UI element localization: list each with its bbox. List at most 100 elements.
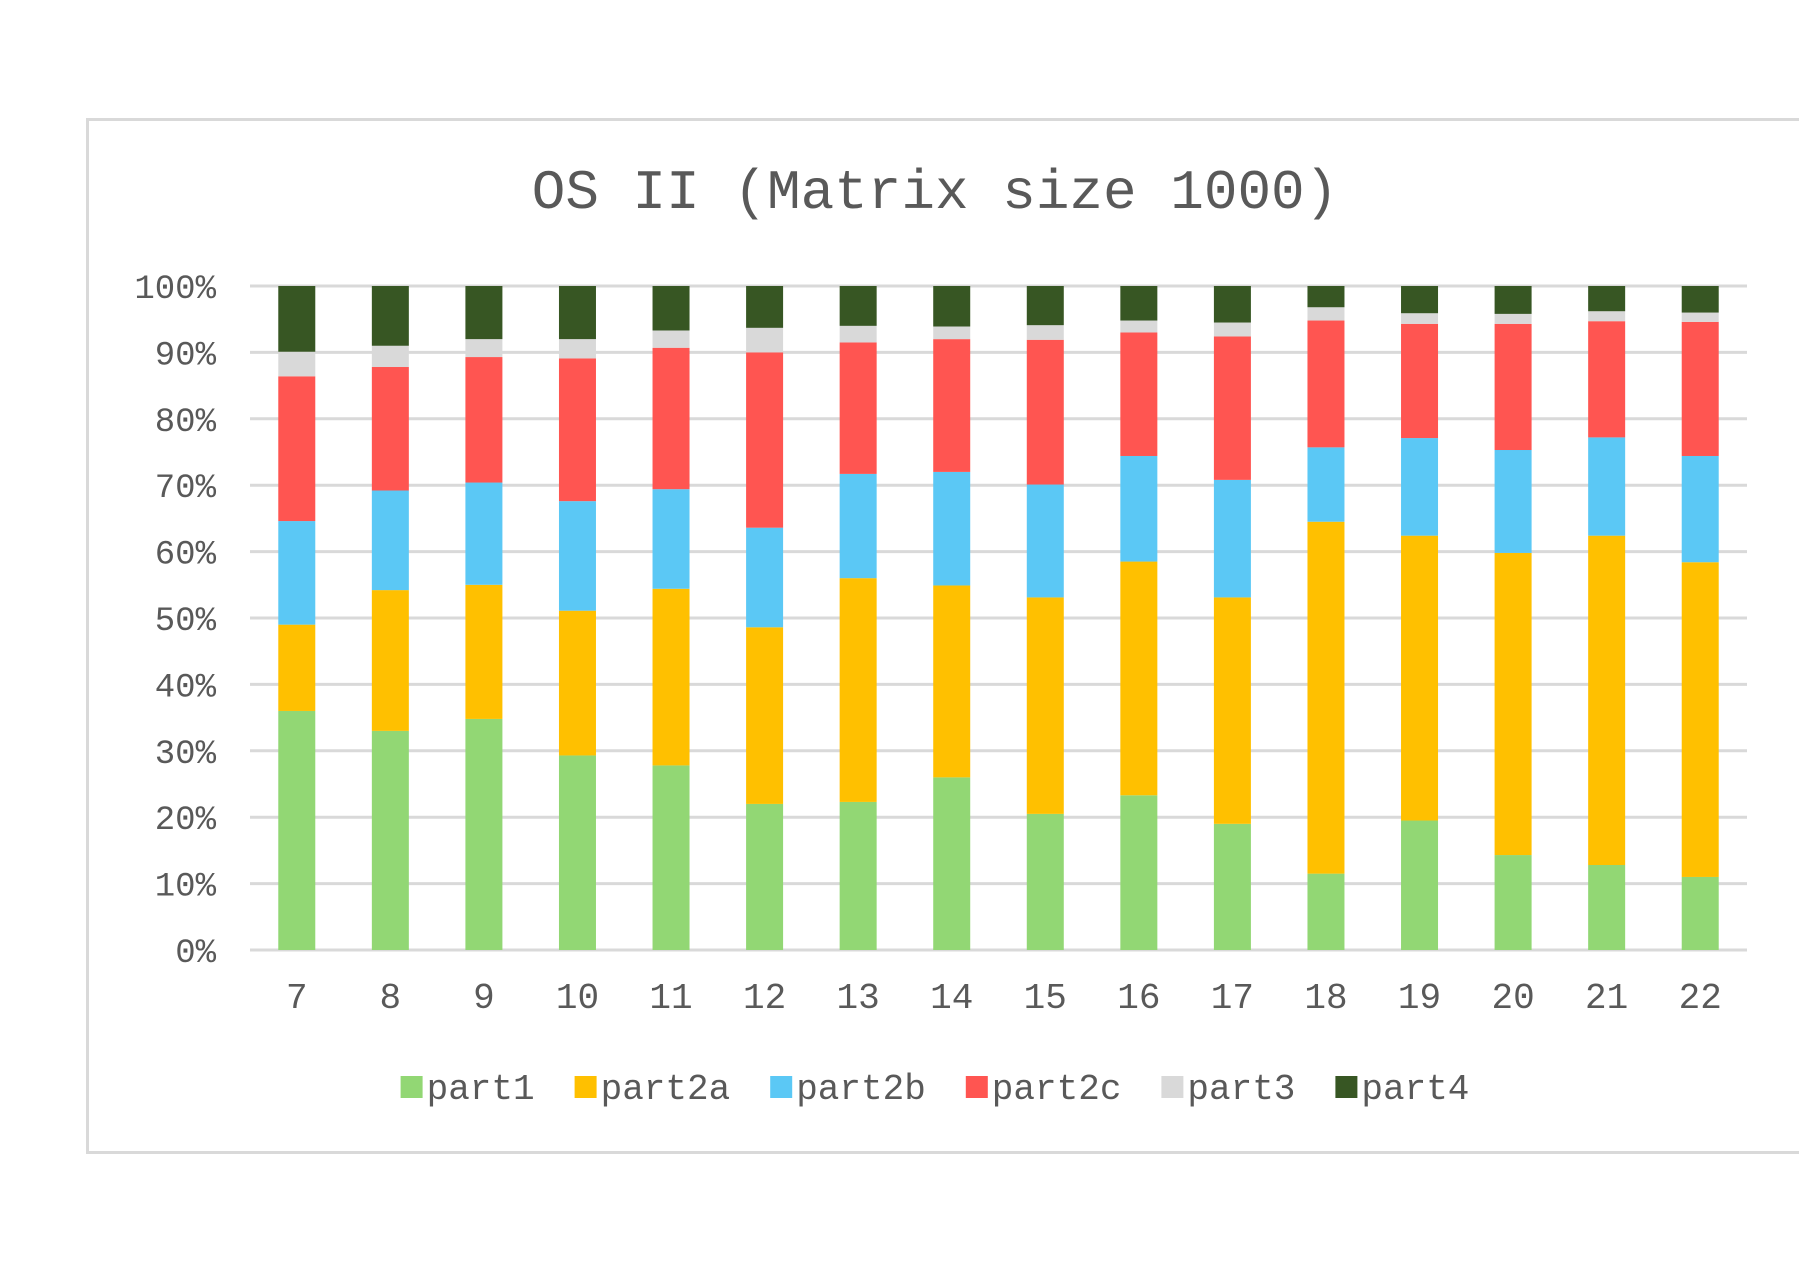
bar-segment-part2b	[1213, 479, 1251, 598]
bar-segment-part3	[1588, 311, 1626, 322]
bar-segment-part1	[1213, 823, 1251, 950]
bars	[278, 286, 1719, 950]
x-tick-label: 7	[286, 978, 308, 1019]
y-tick-label: 80%	[155, 404, 217, 442]
y-tick-label: 100%	[134, 271, 216, 309]
y-tick-label: 30%	[155, 736, 217, 774]
legend-swatch-part1	[400, 1076, 423, 1098]
bar-segment-part2a	[933, 585, 971, 778]
bar-segment-part2b	[839, 473, 877, 579]
y-axis-ticks: 0% 10% 20% 30% 40% 50% 60% 70% 80% 90% 100%	[134, 271, 216, 973]
bar-segment-part4	[1120, 286, 1158, 321]
y-tick-label: 0%	[175, 935, 216, 973]
y-tick-label: 60%	[155, 537, 217, 575]
bar-segment-part4	[1494, 286, 1532, 314]
bar-segment-part4	[1307, 286, 1345, 308]
bar-segment-part1	[1494, 855, 1532, 950]
bar-segment-part2c	[933, 339, 971, 472]
bar-segment-part4	[1401, 286, 1439, 314]
bar-segment-part2b	[1120, 455, 1158, 562]
x-axis-ticks: 7 8 9 10 11 12 13 14 15 16 17 18 19 20 21 22	[286, 978, 1722, 1019]
x-tick-label: 17	[1211, 978, 1254, 1019]
x-tick-label: 14	[930, 978, 973, 1019]
bar-segment-part2c	[1307, 320, 1345, 448]
bar-segment-part2c	[1681, 321, 1719, 456]
bar-segment-part2a	[558, 610, 596, 756]
bar-segment-part2b	[1681, 455, 1719, 563]
bar-segment-part1	[558, 755, 596, 950]
bar-segment-part2c	[746, 352, 784, 528]
bar-segment-part2c	[278, 376, 316, 522]
legend-swatch-part2a	[574, 1076, 597, 1098]
bar-segment-part2c	[558, 358, 596, 502]
x-tick-label: 8	[380, 978, 402, 1019]
bar-segment-part3	[933, 326, 971, 340]
bar-segment-part2c	[1026, 339, 1064, 485]
x-tick-label: 18	[1304, 978, 1347, 1019]
bar-segment-part3	[1494, 313, 1532, 324]
legend-swatch-part4	[1335, 1076, 1358, 1098]
bar-segment-part2a	[1026, 597, 1064, 814]
bar-segment-part3	[1401, 313, 1439, 324]
bar-segment-part2b	[1307, 447, 1345, 522]
bar-segment-part3	[465, 339, 503, 358]
bar-segment-part1	[746, 803, 784, 950]
bar-segment-part3	[278, 351, 316, 377]
bar-segment-part2c	[1120, 332, 1158, 456]
bar-segment-part4	[558, 286, 596, 340]
bar-segment-part3	[1307, 307, 1345, 321]
bar-segment-part4	[839, 286, 877, 326]
bar-segment-part3	[1120, 320, 1158, 333]
x-tick-label: 20	[1491, 978, 1534, 1019]
bar-segment-part2a	[1307, 521, 1345, 874]
x-tick-label: 19	[1398, 978, 1441, 1019]
x-tick-label: 15	[1024, 978, 1067, 1019]
legend-label-part1: part1	[427, 1069, 535, 1110]
bar-segment-part2b	[278, 521, 316, 625]
bar-segment-part3	[1026, 325, 1064, 340]
bar-segment-part2a	[278, 624, 316, 711]
bar-segment-part2a	[465, 584, 503, 719]
bar-segment-part4	[652, 286, 690, 331]
bar-segment-part1	[371, 730, 409, 950]
bar-segment-part2b	[371, 490, 409, 591]
bar-segment-part1	[278, 710, 316, 950]
bar-segment-part2c	[1588, 321, 1626, 438]
bar-segment-part3	[1681, 312, 1719, 322]
bar-segment-part2a	[746, 627, 784, 804]
bar-segment-part2c	[371, 367, 409, 491]
bar-segment-part2a	[1494, 552, 1532, 856]
bar-segment-part2b	[1494, 450, 1532, 553]
bar-segment-part1	[1681, 876, 1719, 950]
bar-segment-part2a	[1588, 535, 1626, 866]
legend-label-part2b: part2b	[796, 1069, 926, 1110]
bar-segment-part4	[746, 286, 784, 328]
bar-segment-part1	[1401, 820, 1439, 950]
bar-segment-part4	[1681, 286, 1719, 313]
bar-segment-part2c	[1213, 336, 1251, 480]
bar-segment-part2c	[1494, 323, 1532, 451]
bar-segment-part1	[465, 718, 503, 950]
bar-segment-part2a	[652, 588, 690, 766]
y-tick-label: 50%	[155, 603, 217, 641]
bar-segment-part2b	[933, 471, 971, 586]
bar-segment-part2c	[1401, 323, 1439, 439]
bar-segment-part3	[839, 325, 877, 343]
bar-segment-part4	[1588, 286, 1626, 312]
bar-segment-part3	[558, 339, 596, 359]
bar-segment-part1	[1026, 813, 1064, 950]
legend: part1 part2a part2b part2c part3 part4	[400, 1069, 1469, 1110]
bar-segment-part3	[1213, 322, 1251, 337]
bar-segment-part4	[1213, 286, 1251, 323]
legend-label-part2c: part2c	[992, 1069, 1122, 1110]
y-tick-label: 10%	[155, 869, 217, 907]
bar-segment-part3	[746, 327, 784, 353]
x-tick-label: 22	[1679, 978, 1722, 1019]
bar-segment-part4	[278, 286, 316, 352]
bar-segment-part4	[933, 286, 971, 327]
bar-segment-part2c	[652, 347, 690, 490]
bar-segment-part1	[1307, 873, 1345, 950]
bar-segment-part1	[652, 765, 690, 950]
bar-segment-part1	[839, 801, 877, 950]
